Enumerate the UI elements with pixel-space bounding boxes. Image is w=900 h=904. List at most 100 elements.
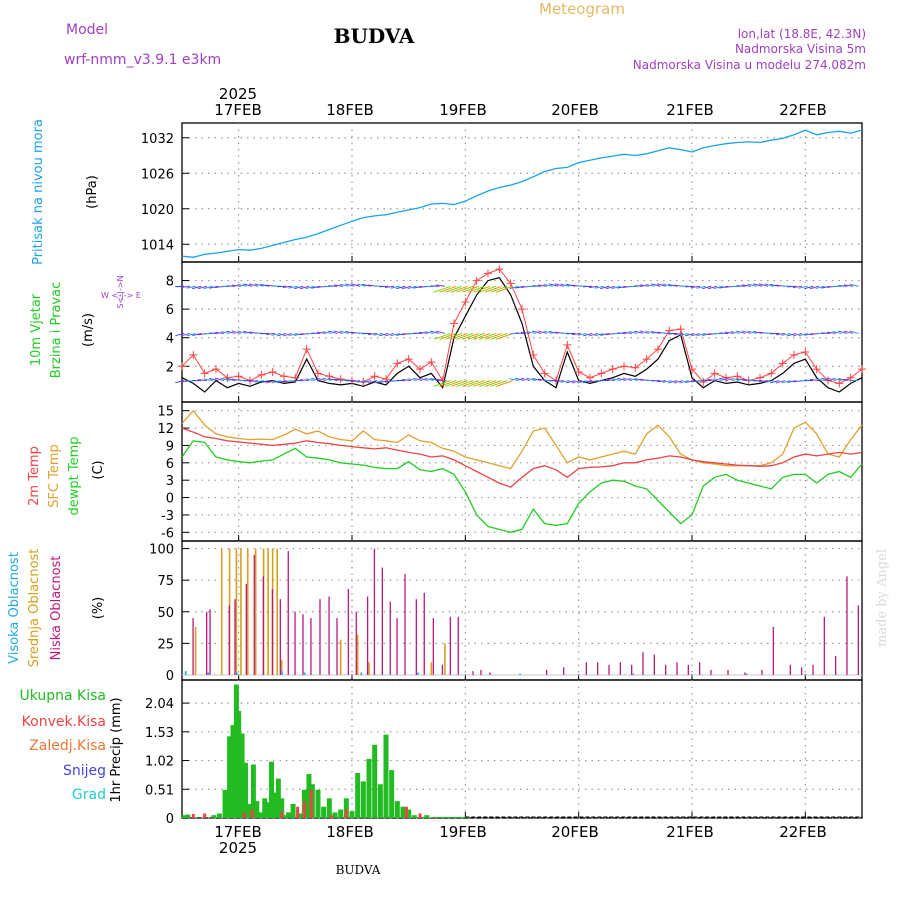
- total-precip-bar: [243, 763, 248, 818]
- gust-marker: [337, 375, 345, 383]
- panel-frame: [182, 402, 862, 541]
- gust-marker: [450, 319, 458, 327]
- conv-precip-bar: [330, 815, 333, 818]
- total-precip-bar: [429, 817, 434, 818]
- cloud-title-2: Srednja Oblacnost: [27, 549, 42, 668]
- y-tick-label: 1026: [141, 167, 174, 182]
- total-precip-bar: [440, 817, 445, 818]
- temp-2m-line: [182, 428, 862, 487]
- conv-precip-bar: [310, 790, 313, 818]
- legend-hail: Grad: [72, 787, 106, 803]
- gust-marker: [597, 369, 605, 377]
- gust-marker: [280, 372, 288, 380]
- watermark: made by Angel: [875, 549, 890, 647]
- total-precip-bar: [338, 810, 343, 818]
- wind-arrow: [787, 286, 796, 287]
- gust-marker: [620, 362, 628, 370]
- total-precip-bar: [367, 759, 372, 818]
- gust-marker: [461, 298, 469, 306]
- total-precip-bar: [424, 815, 429, 818]
- gust-marker: [484, 269, 492, 277]
- bottom-tick-label: 18FEB: [326, 823, 373, 841]
- conv-precip-bar: [192, 814, 195, 818]
- total-precip-bar: [286, 812, 291, 818]
- wind-arrow: [634, 286, 643, 287]
- y-tick-label: 2.04: [145, 697, 174, 712]
- gust-marker: [711, 369, 719, 377]
- gust-marker: [677, 325, 685, 333]
- gust-marker: [269, 368, 277, 376]
- gust-marker: [371, 372, 379, 380]
- gust-marker: [427, 358, 435, 366]
- wind-arrow: [838, 286, 847, 287]
- y-tick-label: -3: [161, 509, 174, 524]
- temp-title: 2m Temp: [27, 446, 42, 506]
- model-label: Model: [66, 22, 108, 38]
- legend-snow: Snijeg: [63, 763, 106, 779]
- temp-labels: 2m Temp SFC Temp dewpt Temp (C): [27, 436, 106, 515]
- dewpt-line: [182, 441, 862, 533]
- y-tick-label: -6: [161, 526, 174, 541]
- y-tick-label: 9: [166, 439, 174, 454]
- gust-marker: [586, 374, 594, 382]
- pressure-title: Pritisak na nivou mora: [31, 119, 46, 265]
- conv-precip-bar: [296, 807, 299, 818]
- legend-frz: Zaledj.Kisa: [29, 738, 106, 754]
- total-precip-bar: [333, 812, 338, 818]
- wind-arrow: [736, 286, 745, 287]
- total-precip-bar: [223, 790, 228, 818]
- gust-marker: [563, 341, 571, 349]
- temp-title-3: dewpt Temp: [67, 436, 82, 515]
- bottom-tick-label: 20FEB: [551, 823, 598, 841]
- gust-marker: [722, 374, 730, 382]
- y-tick-label: 1.53: [145, 726, 174, 741]
- y-tick-label: 0: [166, 492, 174, 507]
- model-elevation-label: Nadmorska Visina u modelu 274.082m: [633, 58, 866, 72]
- bottom-tick-label: 19FEB: [439, 823, 486, 841]
- total-precip-bar: [211, 815, 216, 818]
- y-tick-label: 8: [166, 275, 174, 290]
- gust-marker: [223, 374, 231, 382]
- wind-unit: (m/s): [81, 313, 96, 347]
- total-precip-bar: [361, 781, 366, 818]
- y-tick-label: 1020: [141, 203, 174, 218]
- conv-precip-bar: [243, 812, 246, 818]
- y-tick-label: 2: [166, 360, 174, 375]
- total-precip-bar: [378, 784, 383, 818]
- panel-frame: [182, 680, 862, 818]
- conv-precip-bar: [251, 810, 254, 818]
- gust-marker: [201, 369, 209, 377]
- footer-station: BUDVA: [336, 863, 381, 877]
- y-tick-label: 0: [166, 812, 174, 827]
- y-tick-label: 75: [157, 574, 174, 589]
- panel-frame: [182, 541, 862, 680]
- wind-arrow: [583, 286, 592, 287]
- gust-marker: [609, 365, 617, 373]
- gust-marker: [790, 351, 798, 359]
- model-name: wrf-nmm_v3.9.1 e3km: [64, 52, 221, 68]
- total-precip-bar: [291, 804, 296, 818]
- gust-marker: [393, 359, 401, 367]
- total-precip-bar: [435, 817, 440, 818]
- wind-compass-ns: S<-|->N: [116, 276, 125, 309]
- gust-marker: [303, 345, 311, 353]
- y-tick-label: 15: [157, 405, 174, 420]
- total-precip-bar: [185, 815, 190, 818]
- conv-precip-bar: [345, 810, 348, 818]
- total-precip-bar: [384, 735, 389, 818]
- pressure-line: [182, 130, 862, 257]
- total-precip-bar: [412, 815, 417, 818]
- gust-marker: [473, 277, 481, 285]
- total-precip-bar: [217, 813, 222, 818]
- total-precip-bar: [446, 817, 451, 818]
- top-tick-label: 22FEB: [779, 101, 826, 119]
- total-precip-bar: [389, 770, 394, 818]
- gust-marker: [631, 364, 639, 372]
- sfc-temp-line: [182, 411, 862, 469]
- plots: 10141020102610322468-6-30369121502550751…: [141, 123, 866, 827]
- top-tick-label: 21FEB: [666, 101, 713, 119]
- y-tick-label: 1032: [141, 132, 174, 147]
- top-tick-label: 18FEB: [326, 101, 373, 119]
- conv-precip-bar: [405, 807, 408, 818]
